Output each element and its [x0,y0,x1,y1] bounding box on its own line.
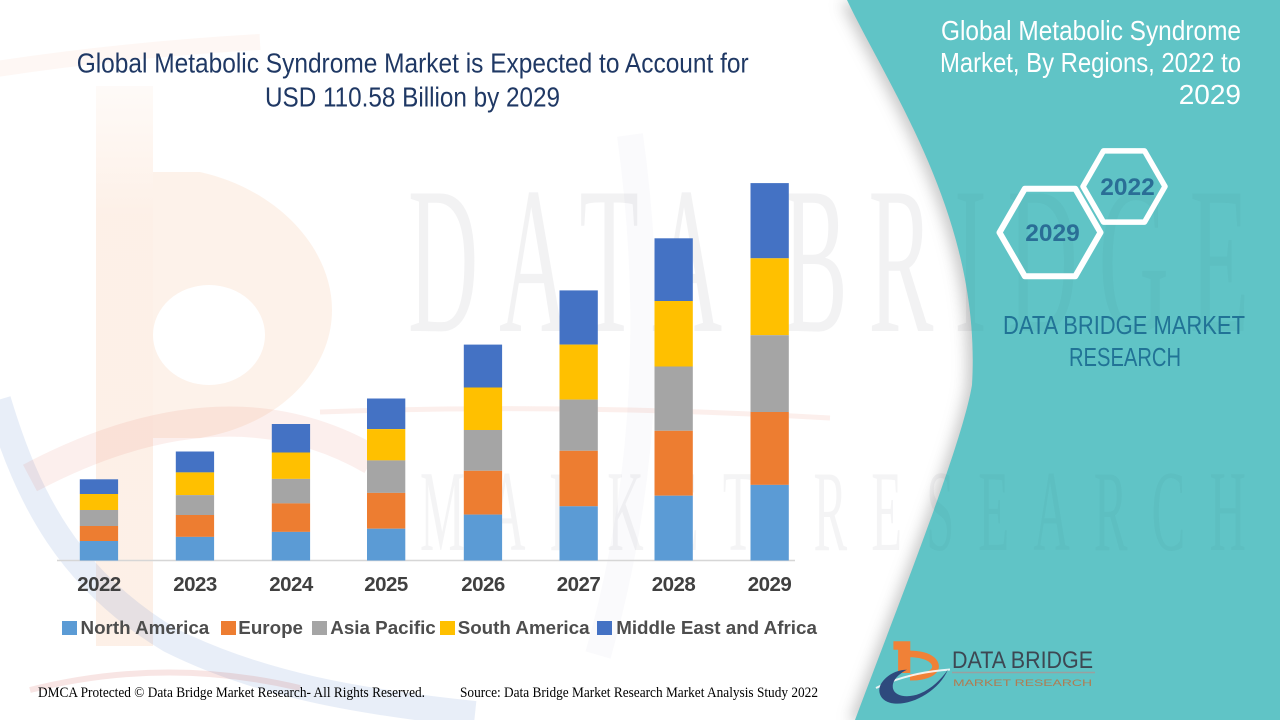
svg-text:2022: 2022 [1100,174,1155,201]
svg-text:RESEARCH: RESEARCH [1069,344,1181,372]
svg-text:2029: 2029 [1025,220,1080,247]
svg-text:2029: 2029 [1179,79,1241,110]
svg-text:MARKET RESEARCH: MARKET RESEARCH [420,448,1270,575]
svg-text:MARKET RESEARCH: MARKET RESEARCH [953,678,1092,689]
svg-text:Market, By Regions, 2022 to: Market, By Regions, 2022 to [940,47,1241,78]
svg-text:DATA BRIDGE MARKET: DATA BRIDGE MARKET [1003,312,1245,340]
svg-text:DATA BRIDGE: DATA BRIDGE [952,647,1093,674]
svg-text:Global Metabolic Syndrome Mark: Global Metabolic Syndrome Market is Expe… [77,48,749,79]
svg-text:USD 110.58 Billion by 2029: USD 110.58 Billion by 2029 [265,82,560,113]
svg-text:Global Metabolic Syndrome: Global Metabolic Syndrome [941,15,1241,46]
